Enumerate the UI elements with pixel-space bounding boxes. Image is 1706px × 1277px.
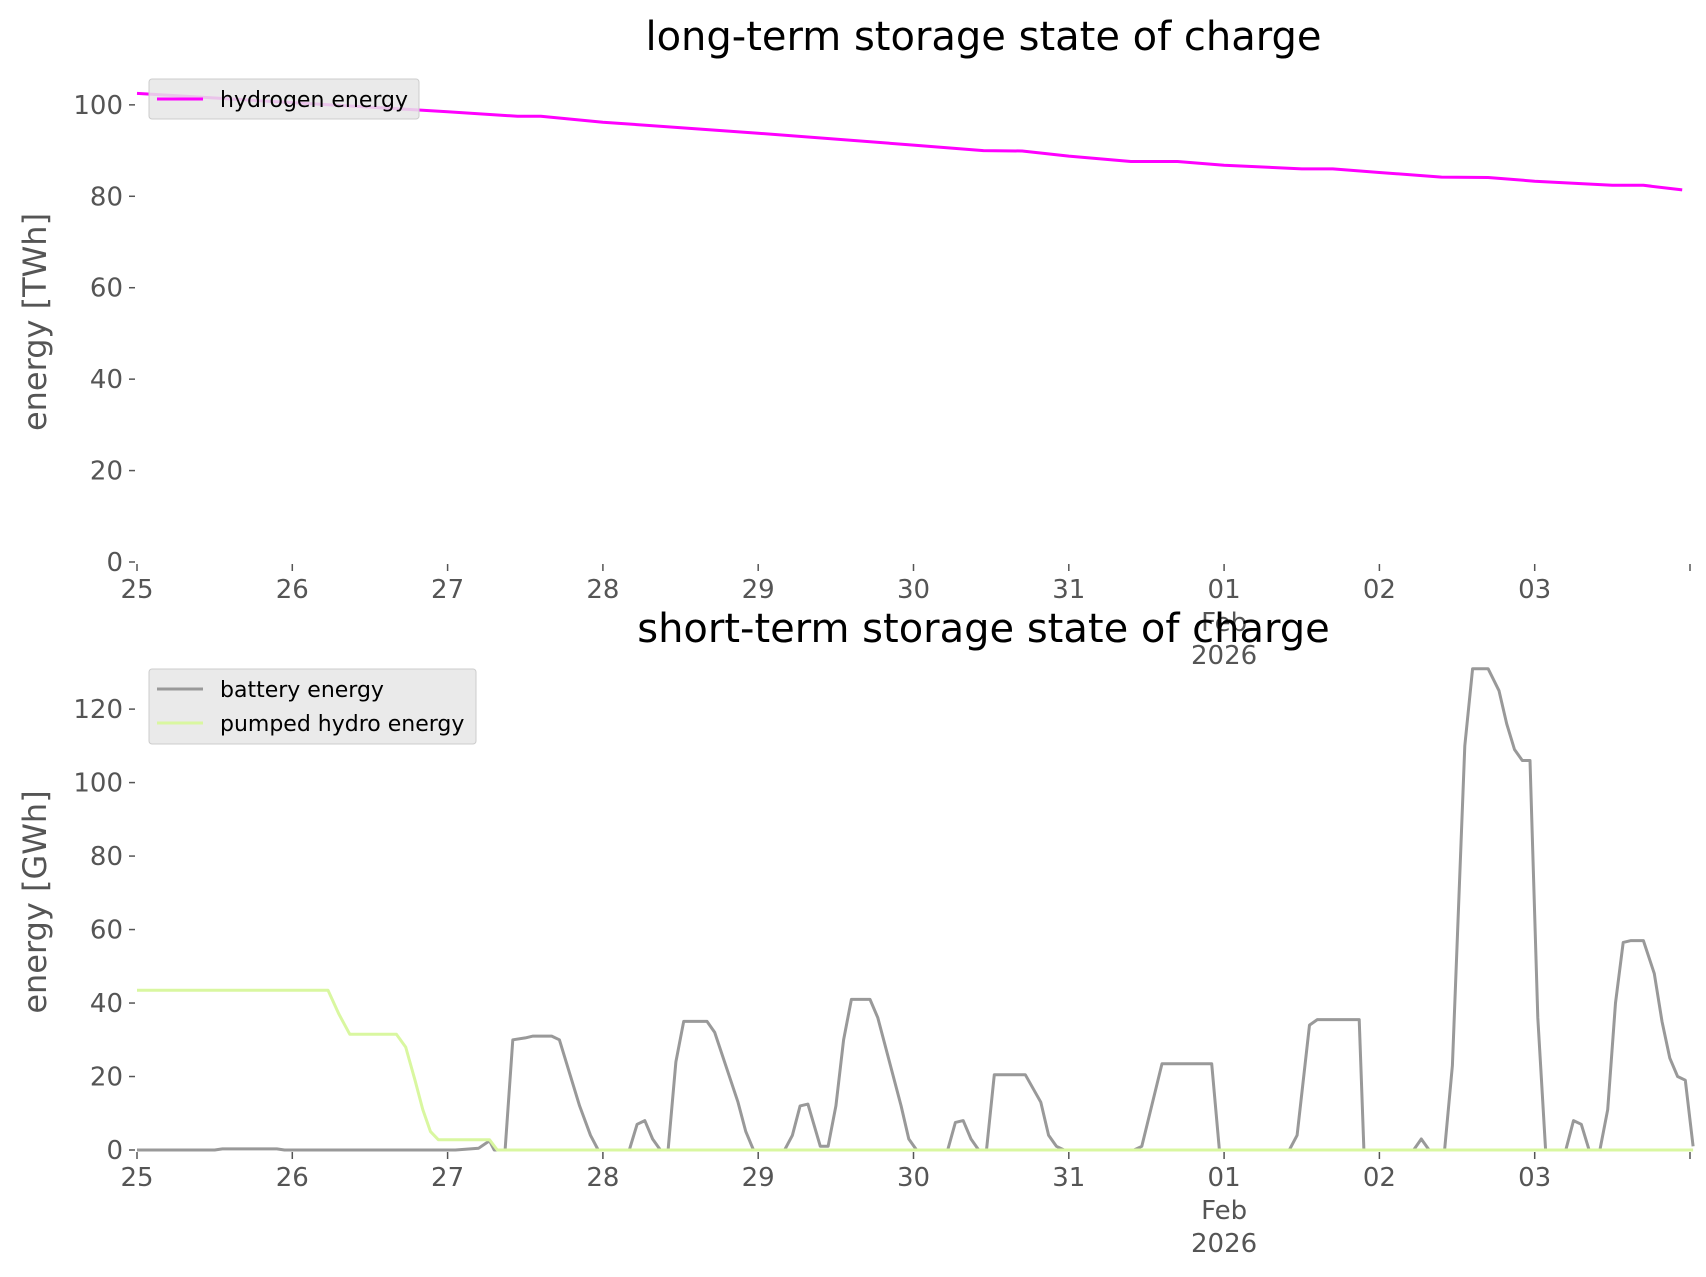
long-term-storage-panel: long-term storage state of charge energy … (16, 14, 1691, 671)
x-tick-label: 28 (586, 1163, 619, 1193)
x-tick-label: 25 (120, 575, 153, 605)
x-tick-sublabel: 2026 (1191, 641, 1257, 671)
x-tick-label: 29 (742, 575, 775, 605)
legend: battery energy pumped hydro energy (148, 668, 477, 745)
x-tick-label: 30 (897, 575, 930, 605)
chart-title: short-term storage state of charge (637, 606, 1330, 652)
x-tick-label: 26 (276, 1163, 309, 1193)
short-term-storage-panel: short-term storage state of charge energy… (16, 606, 1695, 1259)
legend-label: battery energy (220, 678, 384, 703)
pumped-hydro-energy-line (137, 988, 1694, 1152)
x-tick-label: 30 (897, 1163, 930, 1193)
y-tick-label: 100 (73, 769, 123, 799)
y-tick-label: 0 (106, 1136, 123, 1166)
x-tick-sublabel: Feb (1201, 608, 1247, 638)
x-tick-sublabel: Feb (1201, 1196, 1247, 1226)
y-tick-label: 40 (90, 989, 123, 1019)
y-tick-label: 20 (90, 1063, 123, 1093)
y-axis-label: energy [TWh] (16, 213, 54, 431)
y-axis-label: energy [GWh] (16, 790, 54, 1013)
legend: hydrogen energy (148, 78, 420, 120)
x-tick-label: 29 (742, 1163, 775, 1193)
x-tick-label: 01 (1208, 1163, 1241, 1193)
y-tick-label: 100 (73, 91, 123, 121)
x-tick-label: 02 (1363, 1163, 1396, 1193)
y-tick-label: 80 (90, 842, 123, 872)
y-tick-label: 60 (90, 916, 123, 946)
x-tick-label: 03 (1518, 575, 1551, 605)
chart-title: long-term storage state of charge (645, 14, 1321, 60)
x-tick-label: 02 (1363, 575, 1396, 605)
legend-label: pumped hydro energy (220, 712, 464, 737)
y-tick-label: 0 (106, 548, 123, 578)
x-tick-label: 27 (431, 1163, 464, 1193)
legend-box (148, 668, 477, 745)
x-tick-sublabel: 2026 (1191, 1229, 1257, 1259)
y-tick-label: 120 (73, 695, 123, 725)
x-tick-label: 27 (431, 575, 464, 605)
x-tick-label: 26 (276, 575, 309, 605)
x-tick-label: 28 (586, 575, 619, 605)
y-tick-label: 40 (90, 365, 123, 395)
y-tick-label: 20 (90, 457, 123, 487)
x-tick-label: 01 (1208, 575, 1241, 605)
y-tick-label: 60 (90, 274, 123, 304)
x-tick-label: 03 (1518, 1163, 1551, 1193)
hydrogen-energy-line (136, 91, 1683, 192)
y-tick-label: 80 (90, 182, 123, 212)
x-tick-label: 25 (120, 1163, 153, 1193)
legend-label: hydrogen energy (220, 88, 408, 113)
x-tick-label: 31 (1052, 1163, 1085, 1193)
x-tick-label: 31 (1052, 575, 1085, 605)
legend-box (148, 78, 420, 120)
